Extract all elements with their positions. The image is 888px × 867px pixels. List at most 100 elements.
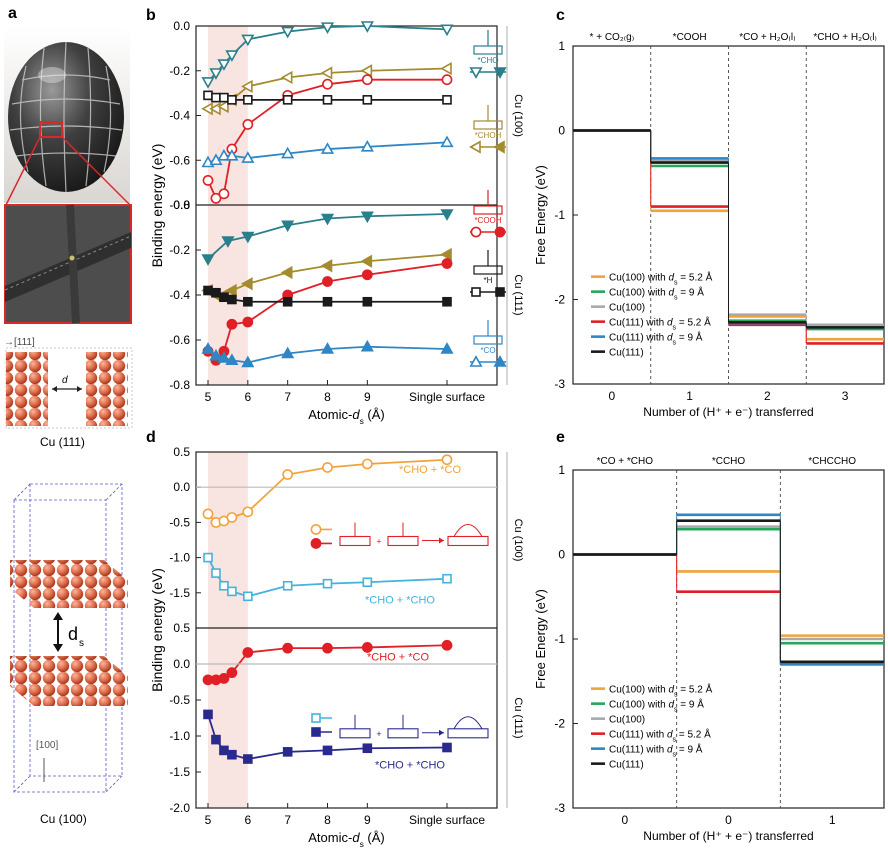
data-point-CO-bottom [440,342,454,354]
panel-e-chart: 1 0 -1 -2 -3 0 0 1 *CO + *CHO *CCHO *CHCCHO Free En… [533,456,885,843]
data-point-CO-top [281,146,295,159]
data-point-CHOH-bottom [241,277,253,291]
data-point-CHO-bottom [241,231,255,244]
legend-d-bottom-marker-2 [311,727,321,737]
data-point-COOH-top [202,174,214,186]
data-point-CHO_CO_100-top [361,458,373,470]
legend-d-bottom-marker-1 [311,713,321,723]
data-point-CHO_CHO_100-top [362,577,373,588]
legend-label-H: *H [484,276,493,285]
data-point-H-bottom [211,287,221,298]
legend-marker-solid-COOH [494,226,506,238]
ds-sub: s [79,638,84,649]
data-point-COOH-top [210,192,222,204]
x-tick-label: 0 [621,813,628,827]
egg-shell [8,42,124,192]
x-tick-label: 1 [829,813,836,827]
egg-grid [9,41,123,193]
data-point-CHO_CHO_111-bottom [203,709,213,720]
panel-d-chart: 0.5 0.0 -0.5 -1.0 -1.5 0.5 0.0 -0.5 -1.0 -1.5 -2.0… [149,445,524,849]
x-tick-label: 6 [244,813,251,827]
data-point-CHOH-top [217,99,229,114]
data-point-CHO-top [241,34,255,47]
data-point-CO-bottom [360,339,374,352]
y-tick-label: 1 [558,39,565,53]
data-point-CHO_CHO_100-top [211,568,221,578]
legend-label: Cu(100) with ds = 9 Å [609,286,704,302]
panel-letter-e: e [556,429,565,446]
x-tick-label: 0 [609,389,616,403]
scheme-top-surface-2 [387,535,419,547]
data-point-CHO_CO_100-top [242,506,254,518]
x-tick-label: 8 [324,813,331,827]
caption-cu111: Cu (111) [40,435,85,449]
data-point-CHO-top [360,21,374,33]
side-label-top: Cu (100) [512,519,524,562]
data-point-CHO_CHO_111-bottom [442,742,452,753]
y-tick-label: -1.0 [169,729,190,743]
data-point-CHO-top [281,26,295,39]
x-tick-label: 5 [205,813,212,827]
legend-label-CHOH: *CHOH [475,131,502,140]
data-point-COOH-top [361,74,373,86]
data-point-CHO_CO_111-bottom [282,642,294,654]
plot-frame [195,451,498,809]
data-point-COOH-bottom [361,269,373,281]
data-point-H-bottom [219,292,229,303]
data-point-CHO-top [217,59,231,71]
data-point-COOH-bottom [242,316,254,328]
legend-marker-open-CO [469,355,483,367]
dir-100-label: [100] [36,740,58,751]
data-point-CHOH-top [280,70,293,85]
data-point-CHO-top [201,77,215,89]
panel-a-illustration: →[111] d Cu (111) d s [100] Cu (100) [4,26,133,826]
scheme-bottom-surface-1 [339,728,371,739]
y-tick-label: -0.6 [169,153,190,167]
data-point-COOH-bottom [441,258,453,269]
x-tick-label: 1 [686,389,693,403]
data-point-CO-bottom [225,353,239,366]
data-point-CHO_CHO_100-top [322,578,333,589]
y-tick-label: -0.2 [169,64,190,78]
data-point-CHOH-top [440,61,452,76]
ds-label: d [68,624,78,644]
legend-marker-solid-CO [493,355,507,367]
y-tick-label: -2 [554,293,565,307]
dir-111-label: →[111] [4,337,35,348]
data-point-CO-bottom [281,346,295,359]
data-point-COOH-bottom [322,276,333,287]
data-point-CHO_CO_100-top [226,512,238,523]
cu100-slab-bottom [10,656,128,706]
y-tick-label: -3 [554,801,565,815]
state-label: *COOH [673,32,707,43]
data-point-CHO_CHO_111-bottom [282,747,293,757]
adsorbate-surface-CHOH [473,120,503,130]
data-point-CHO_CHO_100-top [243,591,253,602]
scheme-bottom-bond-3 [453,716,483,730]
x-tick-label: 9 [364,390,371,404]
data-point-CHOH-bottom [225,283,237,298]
data-point-CO-top [360,139,374,152]
data-point-CO-bottom [320,342,335,354]
panel-letter-a: a [8,5,17,22]
data-point-H-top [203,90,213,101]
data-point-CHO_CO_111-bottom [218,673,230,684]
panel-c-chart: 1 0 -1 -2 -3 0 1 2 3 * + CO₂₍g₎ *COOH *CO + H₂O₍l₎ *… [533,32,885,419]
data-point-CHO_CO_100-top [322,462,333,473]
data-point-CHO_CO_100-top [441,454,453,466]
scheme-bottom-surface-3 [447,728,489,739]
data-point-CHO_CHO_100-top [442,573,452,584]
y-tick-label: -1 [554,632,565,646]
legend-marker-open-H [471,287,481,297]
data-point-CHO-top [225,50,239,62]
data-point-CHO_CHO_111-bottom [211,734,221,745]
label-cho-co-bottom: *CHO + *CO [367,651,429,663]
data-point-H-bottom [227,294,237,305]
y-tick-label: -1 [554,208,565,222]
data-point-H-bottom [243,296,253,307]
legend-label: Cu(100) [609,715,645,726]
data-point-CHO-top [320,22,335,34]
legend-marker-solid-CHOH [493,140,505,154]
x-axis-label: Atomic-ds (Å) [308,830,384,849]
data-point-CHOH-bottom [360,254,373,268]
